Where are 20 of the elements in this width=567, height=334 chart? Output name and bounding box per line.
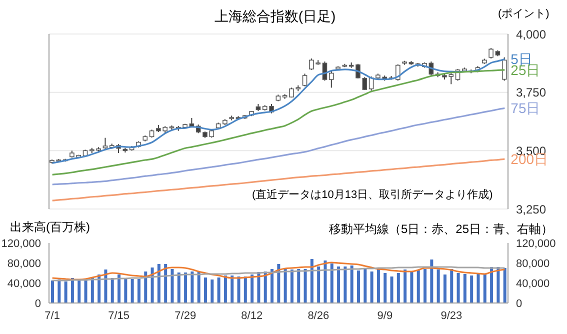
y-axis-title: (ポイント) bbox=[498, 7, 550, 21]
annotation: (直近データは10月13日、取引所データより作成) bbox=[252, 188, 493, 202]
x-tick-label: 7/1 bbox=[44, 310, 60, 322]
x-tick-label: 9/23 bbox=[440, 310, 462, 322]
x-tick-label: 8/26 bbox=[308, 310, 330, 322]
x-tick-label: 9/9 bbox=[377, 310, 393, 322]
series-label: 75日 bbox=[510, 100, 540, 116]
y-tick-label: 120,000 bbox=[1, 238, 41, 250]
x-tick-label: 8/12 bbox=[241, 310, 263, 322]
y-tick-label: 3,250 bbox=[516, 202, 546, 216]
x-tick-label: 7/15 bbox=[108, 310, 130, 322]
y-tick-label: 3,750 bbox=[516, 86, 546, 100]
x-tick-label: 7/29 bbox=[174, 310, 196, 322]
text: 移動平均線（5日：赤、25日：青、右軸） bbox=[328, 221, 553, 238]
y-tick-label: 4,000 bbox=[516, 27, 546, 42]
y-axis-title: 出来高(百万株) bbox=[10, 219, 90, 236]
y-tick-label: 0 bbox=[34, 298, 41, 310]
y-tick-label: 40,000 bbox=[7, 278, 41, 290]
y-tick-label: 80,000 bbox=[7, 258, 41, 270]
chart-title: 上海総合指数(日足) bbox=[214, 8, 336, 24]
